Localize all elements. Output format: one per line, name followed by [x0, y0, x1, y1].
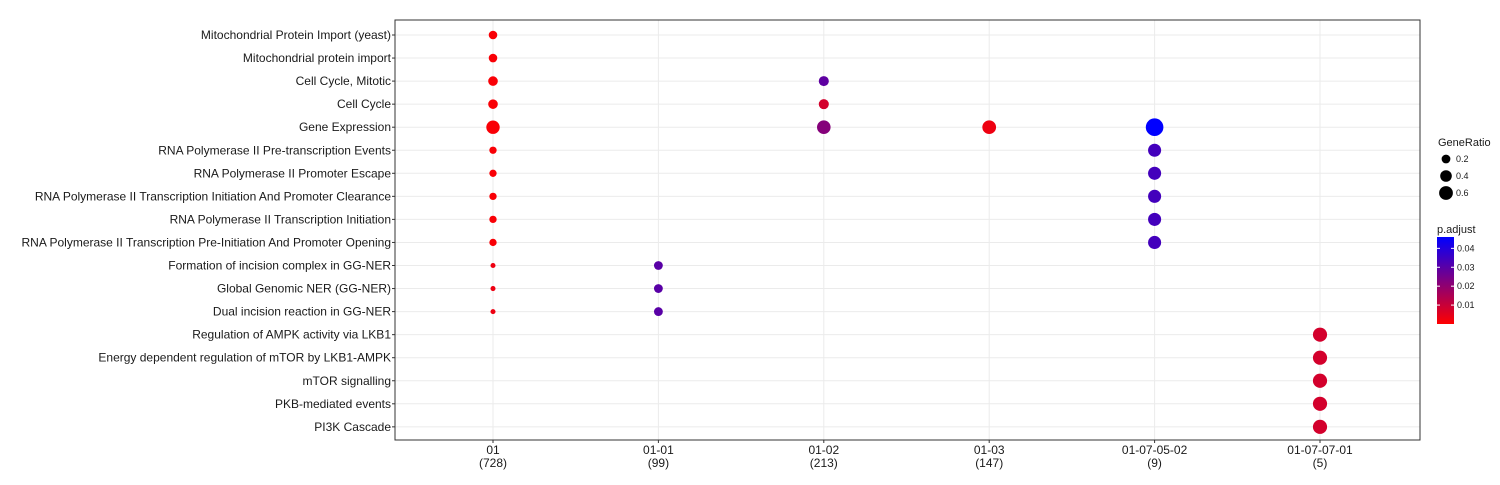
- data-point: [488, 76, 498, 86]
- x-tick-count-label: (147): [975, 456, 1003, 470]
- data-point: [1148, 143, 1162, 157]
- x-tick-label: 01-01: [643, 443, 674, 457]
- y-tick-label: Energy dependent regulation of mTOR by L…: [98, 351, 391, 365]
- data-point: [488, 99, 498, 109]
- data-point: [489, 146, 497, 154]
- data-point: [488, 30, 498, 40]
- size-legend-label: 0.4: [1456, 171, 1469, 181]
- x-axis-labels: 01(728) 01-01(99) 01-02(213) 01-03(147) 01-0…: [479, 440, 1353, 470]
- y-tick-label: Cell Cycle, Mitotic: [296, 74, 391, 88]
- data-point: [653, 284, 663, 293]
- y-tick-label: PKB-mediated events: [275, 397, 391, 411]
- data-point: [486, 120, 500, 134]
- x-tick-count-label: (99): [648, 456, 669, 470]
- x-tick-label: 01-02: [808, 443, 839, 457]
- data-point: [817, 120, 831, 134]
- x-tick-count-label: (5): [1313, 456, 1328, 470]
- padjust-legend-title: p.adjust: [1437, 224, 1476, 236]
- y-tick-label: RNA Polymerase II Transcription Initiati…: [35, 189, 391, 203]
- data-point: [1312, 327, 1328, 342]
- data-point: [489, 215, 497, 224]
- size-legend-key: [1440, 170, 1452, 182]
- colorbar-tick-label: 0.01: [1457, 300, 1475, 310]
- colorbar-tick-label: 0.02: [1457, 281, 1475, 291]
- x-tick-count-label: (9): [1147, 456, 1162, 470]
- y-tick-label: RNA Polymerase II Pre-transcription Even…: [158, 143, 391, 157]
- size-legend-key: [1439, 186, 1453, 200]
- data-point: [1312, 419, 1328, 434]
- data-point: [1148, 235, 1162, 249]
- data-point: [1312, 373, 1328, 388]
- data-point: [818, 99, 829, 110]
- y-tick-label: mTOR signalling: [303, 374, 391, 388]
- data-point: [1148, 212, 1162, 226]
- data-point: [490, 262, 496, 269]
- x-tick-label: 01-07-05-02: [1122, 443, 1188, 457]
- x-tick-label: 01: [486, 443, 500, 457]
- data-point: [489, 238, 497, 247]
- data-point: [653, 261, 663, 270]
- generatio-legend: GeneRatio 0.2 0.4 0.6: [1438, 137, 1491, 200]
- y-tick-label: RNA Polymerase II Transcription Pre-Init…: [21, 235, 391, 249]
- data-point: [1312, 350, 1328, 365]
- x-tick-count-label: (728): [479, 456, 507, 470]
- data-point: [489, 169, 497, 177]
- y-tick-label: PI3K Cascade: [314, 420, 391, 434]
- y-tick-label: Regulation of AMPK activity via LKB1: [192, 328, 391, 342]
- data-point: [982, 120, 997, 135]
- data-point: [1148, 166, 1162, 180]
- size-legend-label: 0.6: [1456, 188, 1469, 198]
- y-tick-label: Mitochondrial protein import: [243, 51, 392, 65]
- x-tick-label: 01-03: [974, 443, 1005, 457]
- y-tick-label: Gene Expression: [299, 120, 391, 134]
- data-points: [486, 30, 1328, 434]
- data-point: [488, 53, 498, 63]
- generatio-legend-title: GeneRatio: [1438, 137, 1491, 149]
- y-tick-label: Global Genomic NER (GG-NER): [217, 282, 391, 296]
- data-point: [489, 192, 497, 201]
- plot-panel: [394, 19, 1421, 441]
- panel-border: [394, 19, 1421, 441]
- x-tick-count-label: (213): [810, 456, 838, 470]
- y-tick-label: RNA Polymerase II Transcription Initiati…: [170, 212, 391, 226]
- padjust-legend: p.adjust 0.01 0.02 0.03 0.04: [1437, 224, 1476, 324]
- y-axis-labels: Mitochondrial Protein Import (yeast) Mito…: [21, 28, 395, 434]
- data-point: [1312, 396, 1328, 411]
- padjust-colorbar: [1437, 237, 1454, 324]
- data-point: [490, 286, 496, 292]
- data-point: [1148, 189, 1162, 203]
- data-point: [490, 309, 496, 315]
- y-tick-label: RNA Polymerase II Promoter Escape: [194, 166, 392, 180]
- data-point: [653, 307, 663, 317]
- x-tick-label: 01-07-07-01: [1287, 443, 1353, 457]
- colorbar-tick-label: 0.03: [1457, 262, 1475, 272]
- size-legend-key: [1441, 154, 1451, 164]
- panel-background: [395, 20, 1420, 440]
- y-tick-label: Cell Cycle: [337, 97, 391, 111]
- data-point: [818, 76, 829, 87]
- data-point: [1145, 118, 1164, 137]
- y-tick-label: Formation of incision complex in GG-NER: [168, 259, 391, 273]
- colorbar-tick-label: 0.04: [1457, 243, 1475, 253]
- size-legend-label: 0.2: [1456, 154, 1469, 164]
- y-tick-label: Dual incision reaction in GG-NER: [213, 305, 391, 319]
- y-tick-label: Mitochondrial Protein Import (yeast): [201, 28, 391, 42]
